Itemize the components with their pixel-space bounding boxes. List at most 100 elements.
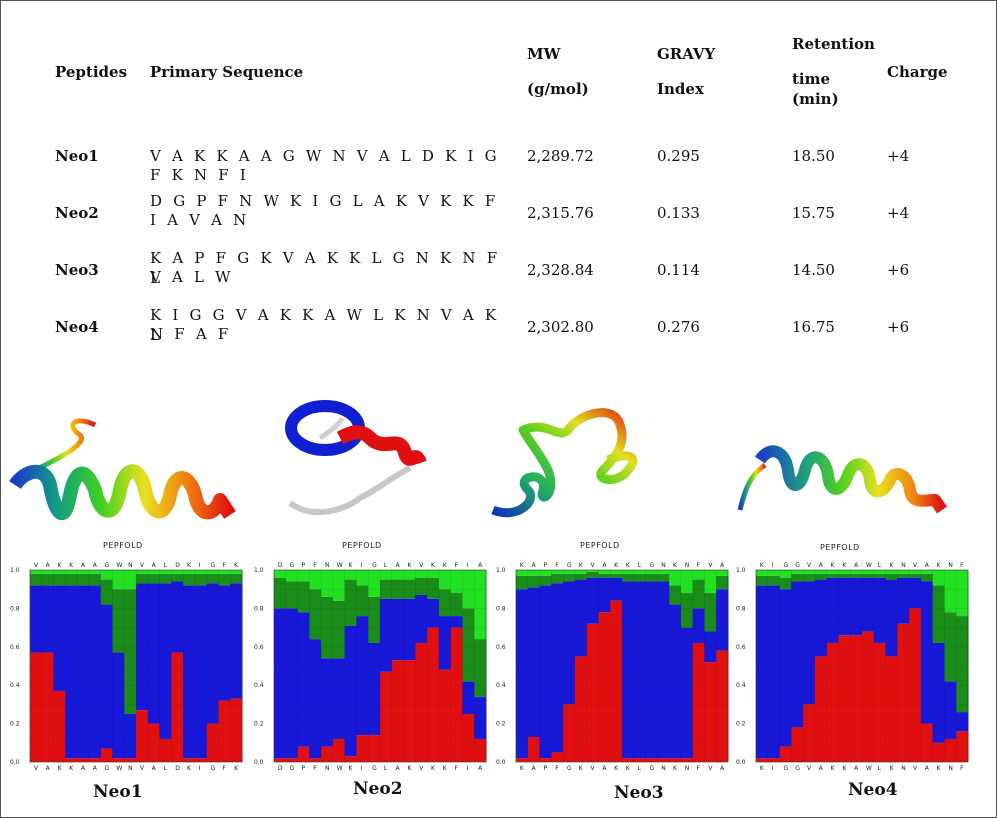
- neo3-chart-svg: 1.00.80.60.40.20.0KKAAPPFFGGKKVVAAKKKKLL…: [496, 562, 729, 772]
- stack-segment: [297, 612, 310, 747]
- charge: +4: [887, 204, 910, 222]
- y-tick-label: 0.0: [496, 759, 506, 766]
- residue-label-top: F: [960, 562, 964, 569]
- stack-segment: [885, 656, 898, 762]
- residue-label-bottom: V: [807, 765, 812, 772]
- primary-sequence: D G P F N W K I G L A K V K K F I A V A …: [150, 192, 499, 229]
- neo2-chart-svg: 1.00.80.60.40.20.0DDGGPPFFNNWWKKIIGGLLAA…: [254, 562, 487, 772]
- stack-segment: [756, 575, 769, 586]
- stack-segment: [344, 579, 357, 626]
- residue-label-top: W: [866, 562, 872, 569]
- residue-label-top: L: [878, 562, 882, 569]
- y-tick-label: 0.6: [10, 644, 20, 651]
- residue-label-top: V: [419, 562, 424, 569]
- stack-segment: [574, 656, 588, 762]
- stack-segment: [551, 573, 564, 584]
- stack-segment: [873, 577, 887, 643]
- residue-label-bottom: N: [661, 765, 666, 772]
- residue-label-bottom: V: [419, 765, 424, 772]
- residue-label-bottom: K: [349, 765, 354, 772]
- residue-label-bottom: L: [384, 765, 388, 772]
- y-tick-label: 0.2: [254, 721, 264, 728]
- stack-segment: [147, 573, 161, 584]
- gravy-index: 0.295: [657, 147, 700, 165]
- stack-segment: [574, 570, 588, 574]
- stack-segment: [920, 573, 934, 582]
- stack-segment: [756, 570, 769, 576]
- residue-label-top: K: [187, 562, 192, 569]
- stack-segment: [610, 600, 623, 762]
- stack-segment: [427, 627, 440, 762]
- neo4-chart: 1.0 0.8 0.6 0.4 0.2 0.0 K K I I G G G G V V A A K K K K A A W W L L…: [734, 558, 974, 772]
- residue-label-top: F: [455, 562, 459, 569]
- stack-segment: [100, 579, 113, 605]
- primary-sequence-continued: L: [150, 269, 164, 287]
- residue-label-bottom: P: [301, 765, 305, 772]
- residue-label-bottom: V: [140, 765, 145, 772]
- stack-segment: [563, 573, 576, 582]
- stack-segment: [767, 575, 781, 586]
- y-tick-label: 0.2: [736, 721, 746, 728]
- stack-segment: [633, 570, 647, 574]
- stack-segment: [136, 710, 149, 762]
- stack-segment: [112, 589, 125, 653]
- stack-segment: [427, 598, 440, 628]
- stack-segment: [368, 570, 381, 597]
- stack-segment: [274, 608, 287, 759]
- stack-segment: [159, 570, 172, 574]
- stack-segment: [124, 570, 137, 590]
- residue-label-top: I: [360, 562, 362, 569]
- stack-segment: [803, 704, 816, 762]
- stack-segment: [692, 608, 705, 643]
- neo1-structure-image: [9, 418, 236, 521]
- stack-segment: [124, 714, 137, 759]
- stack-segment: [704, 631, 717, 663]
- stack-segment: [30, 585, 43, 653]
- stack-segment: [885, 579, 898, 657]
- residue-label-top: A: [93, 562, 98, 569]
- stack-segment: [183, 758, 196, 762]
- stack-segment: [332, 600, 346, 659]
- residue-label-bottom: F: [313, 765, 317, 772]
- residue-label-top: A: [152, 562, 157, 569]
- stack-segment: [206, 583, 219, 724]
- residue-label-bottom: V: [591, 765, 596, 772]
- residue-label-bottom: F: [455, 765, 459, 772]
- stack-segment: [65, 585, 78, 759]
- stack-segment: [944, 738, 957, 762]
- stack-segment: [814, 656, 828, 762]
- stack-segment: [598, 570, 611, 574]
- stack-segment: [344, 756, 357, 762]
- stack-segment: [332, 570, 346, 601]
- stack-segment: [873, 570, 887, 574]
- stack-segment: [756, 758, 769, 762]
- y-tick-label: 0.8: [254, 605, 264, 612]
- residue-label-bottom: A: [152, 765, 157, 772]
- stack-segment: [657, 570, 670, 574]
- residue-label-top: P: [543, 562, 547, 569]
- stack-segment: [956, 570, 969, 617]
- residue-label-top: G: [372, 562, 377, 569]
- residue-label-bottom: V: [34, 765, 39, 772]
- residue-label-bottom: K: [937, 765, 942, 772]
- stack-segment: [692, 579, 705, 609]
- stack-segment: [147, 583, 161, 724]
- stack-segment: [474, 696, 487, 739]
- stack-segment: [516, 570, 529, 576]
- residue-label-bottom: N: [128, 765, 133, 772]
- stack-segment: [539, 575, 552, 586]
- residue-label-bottom: I: [199, 765, 201, 772]
- neo3-chart: 1.0 0.8 0.6 0.4 0.2 0.0 K K A A P P F F G G K K V V A A K K K K L L…: [494, 558, 734, 772]
- stack-segment: [65, 573, 78, 586]
- stack-segment: [462, 608, 475, 682]
- stack-segment: [622, 570, 635, 574]
- stack-segment: [586, 623, 599, 762]
- y-tick-label: 0.4: [496, 682, 506, 689]
- stack-segment: [309, 589, 322, 640]
- residue-label-top: K: [579, 562, 584, 569]
- stack-segment: [450, 627, 463, 762]
- residue-label-top: A: [925, 562, 930, 569]
- primary-sequence-continued: L: [150, 326, 164, 344]
- stack-segment: [791, 727, 804, 762]
- stack-segment: [633, 758, 647, 762]
